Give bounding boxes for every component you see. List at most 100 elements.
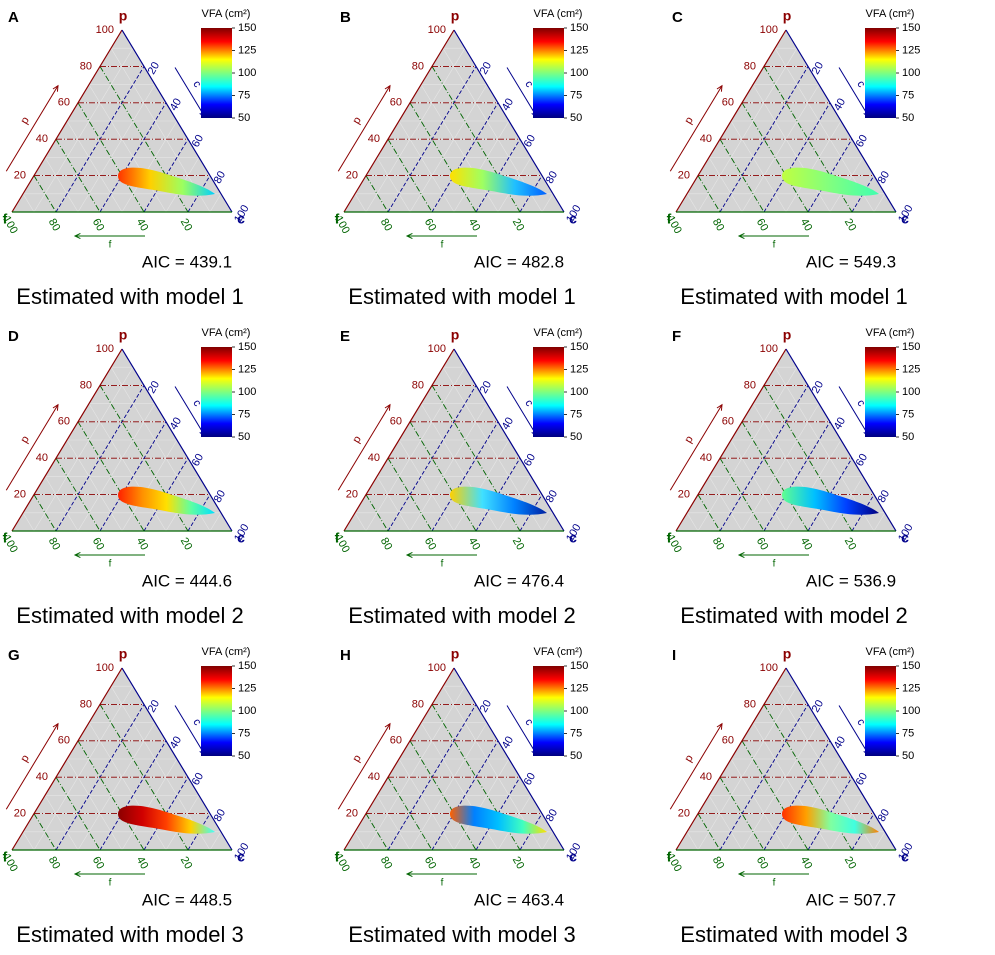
c-tick-label: 40 xyxy=(168,415,185,432)
colorbar-tick-label: 100 xyxy=(570,386,588,398)
f-arrow-head xyxy=(737,870,745,878)
c-arrow-label: c xyxy=(854,79,867,90)
p-tick-label: 100 xyxy=(428,343,446,355)
fine-grid xyxy=(697,686,798,851)
fine-grid xyxy=(420,403,499,532)
aic-label: AIC = 439.1 xyxy=(142,252,232,271)
f-tick-label: 60 xyxy=(754,855,771,872)
f-tick-label: 60 xyxy=(90,217,107,234)
colorbar-tick-label: 125 xyxy=(238,363,256,375)
colorbar xyxy=(201,666,232,756)
fine-grid xyxy=(686,512,699,532)
f-tick-label: 60 xyxy=(422,217,439,234)
estimated-region xyxy=(450,805,547,834)
colorbar-tick-label: 125 xyxy=(238,682,256,694)
fine-grid xyxy=(365,686,466,851)
f-tick-label: 80 xyxy=(378,217,395,234)
left-edge xyxy=(675,348,787,532)
fine-grid xyxy=(121,758,178,851)
p-tick-label: 80 xyxy=(744,60,756,72)
f-tick-label: 80 xyxy=(710,217,727,234)
panel-label: F xyxy=(672,328,681,345)
f-tick-label: 80 xyxy=(710,536,727,553)
fine-grid xyxy=(708,157,743,213)
colorbar-tick-label: 100 xyxy=(238,386,256,398)
p-arrow xyxy=(5,85,59,172)
c-grid-line xyxy=(431,421,499,532)
c-tick-label: 20 xyxy=(810,379,827,396)
right-edge xyxy=(121,667,233,851)
left-edge xyxy=(343,348,455,532)
p-tick-label: 60 xyxy=(722,416,734,428)
p-tick-label: 100 xyxy=(760,24,778,36)
f-arrow-label: f xyxy=(773,878,776,889)
panel-label: H xyxy=(340,647,351,664)
f-arrow-head xyxy=(737,232,745,240)
c-arrow-label: c xyxy=(190,717,203,728)
right-edge xyxy=(121,348,233,532)
fine-grid xyxy=(398,120,455,213)
f-tick-label: 60 xyxy=(754,536,771,553)
c-grid-line xyxy=(763,421,831,532)
right-edge xyxy=(785,348,897,532)
fine-grid xyxy=(785,439,842,532)
p-tick-label: 80 xyxy=(80,698,92,710)
fine-grid xyxy=(354,831,367,851)
aic-label: AIC = 507.7 xyxy=(806,890,896,909)
c-tick-label: 80 xyxy=(544,807,561,824)
aic-label: AIC = 448.5 xyxy=(142,890,232,909)
c-arrow-label: c xyxy=(854,717,867,728)
c-arrow xyxy=(838,705,870,755)
f-arrow-head xyxy=(73,232,81,240)
fine-grid xyxy=(785,120,842,213)
fine-grid xyxy=(88,403,167,532)
colorbar-tick-label: 50 xyxy=(902,750,914,762)
aic-label: AIC = 444.6 xyxy=(142,571,232,590)
p-tick-label: 20 xyxy=(678,170,690,182)
p-tick-label: 40 xyxy=(700,771,712,783)
p-arrow-head xyxy=(384,403,391,411)
right-edge xyxy=(453,348,565,532)
c-tick-label: 60 xyxy=(190,452,207,469)
colorbar-tick-label: 50 xyxy=(570,112,582,124)
f-grid-line xyxy=(697,813,721,851)
c-vertex-label: c xyxy=(237,211,245,227)
f-tick-label: 80 xyxy=(46,217,63,234)
p-tick-label: 20 xyxy=(14,489,26,501)
colorbar-title: VFA (cm²) xyxy=(534,646,583,658)
fine-grid xyxy=(33,48,134,213)
p-tick-label: 100 xyxy=(428,24,446,36)
f-grid-line xyxy=(77,421,145,532)
c-tick-label: 60 xyxy=(854,771,871,788)
p-arrow xyxy=(669,404,723,491)
p-tick-label: 100 xyxy=(96,662,114,674)
f-arrow-head xyxy=(405,870,413,878)
c-tick-label: 60 xyxy=(854,452,871,469)
caption: Estimated with model 1 xyxy=(680,284,907,309)
fine-grid xyxy=(697,367,798,532)
f-tick-label: 20 xyxy=(178,536,195,553)
fine-grid xyxy=(77,722,156,851)
colorbar-tick-label: 50 xyxy=(902,431,914,443)
fine-grid xyxy=(121,439,178,532)
estimated-region xyxy=(782,167,879,196)
fine-grid xyxy=(741,84,820,213)
right-edge xyxy=(785,29,897,213)
c-tick-label: 20 xyxy=(146,60,163,77)
caption: Estimated with model 1 xyxy=(16,284,243,309)
c-tick-label: 40 xyxy=(168,96,185,113)
p-arrow-label: p xyxy=(682,115,695,126)
f-tick-label: 20 xyxy=(842,855,859,872)
f-grid-line xyxy=(741,421,809,532)
colorbar-tick-label: 100 xyxy=(238,67,256,79)
colorbar-tick-label: 100 xyxy=(570,67,588,79)
fine-grid xyxy=(752,722,831,851)
c-tick-label: 60 xyxy=(522,452,539,469)
colorbar xyxy=(865,28,896,118)
f-grid-line xyxy=(387,138,433,213)
c-vertex-label: c xyxy=(901,849,909,865)
p-arrow-label: p xyxy=(350,115,363,126)
fine-grid xyxy=(420,722,499,851)
f-vertex-label: f xyxy=(3,211,8,227)
